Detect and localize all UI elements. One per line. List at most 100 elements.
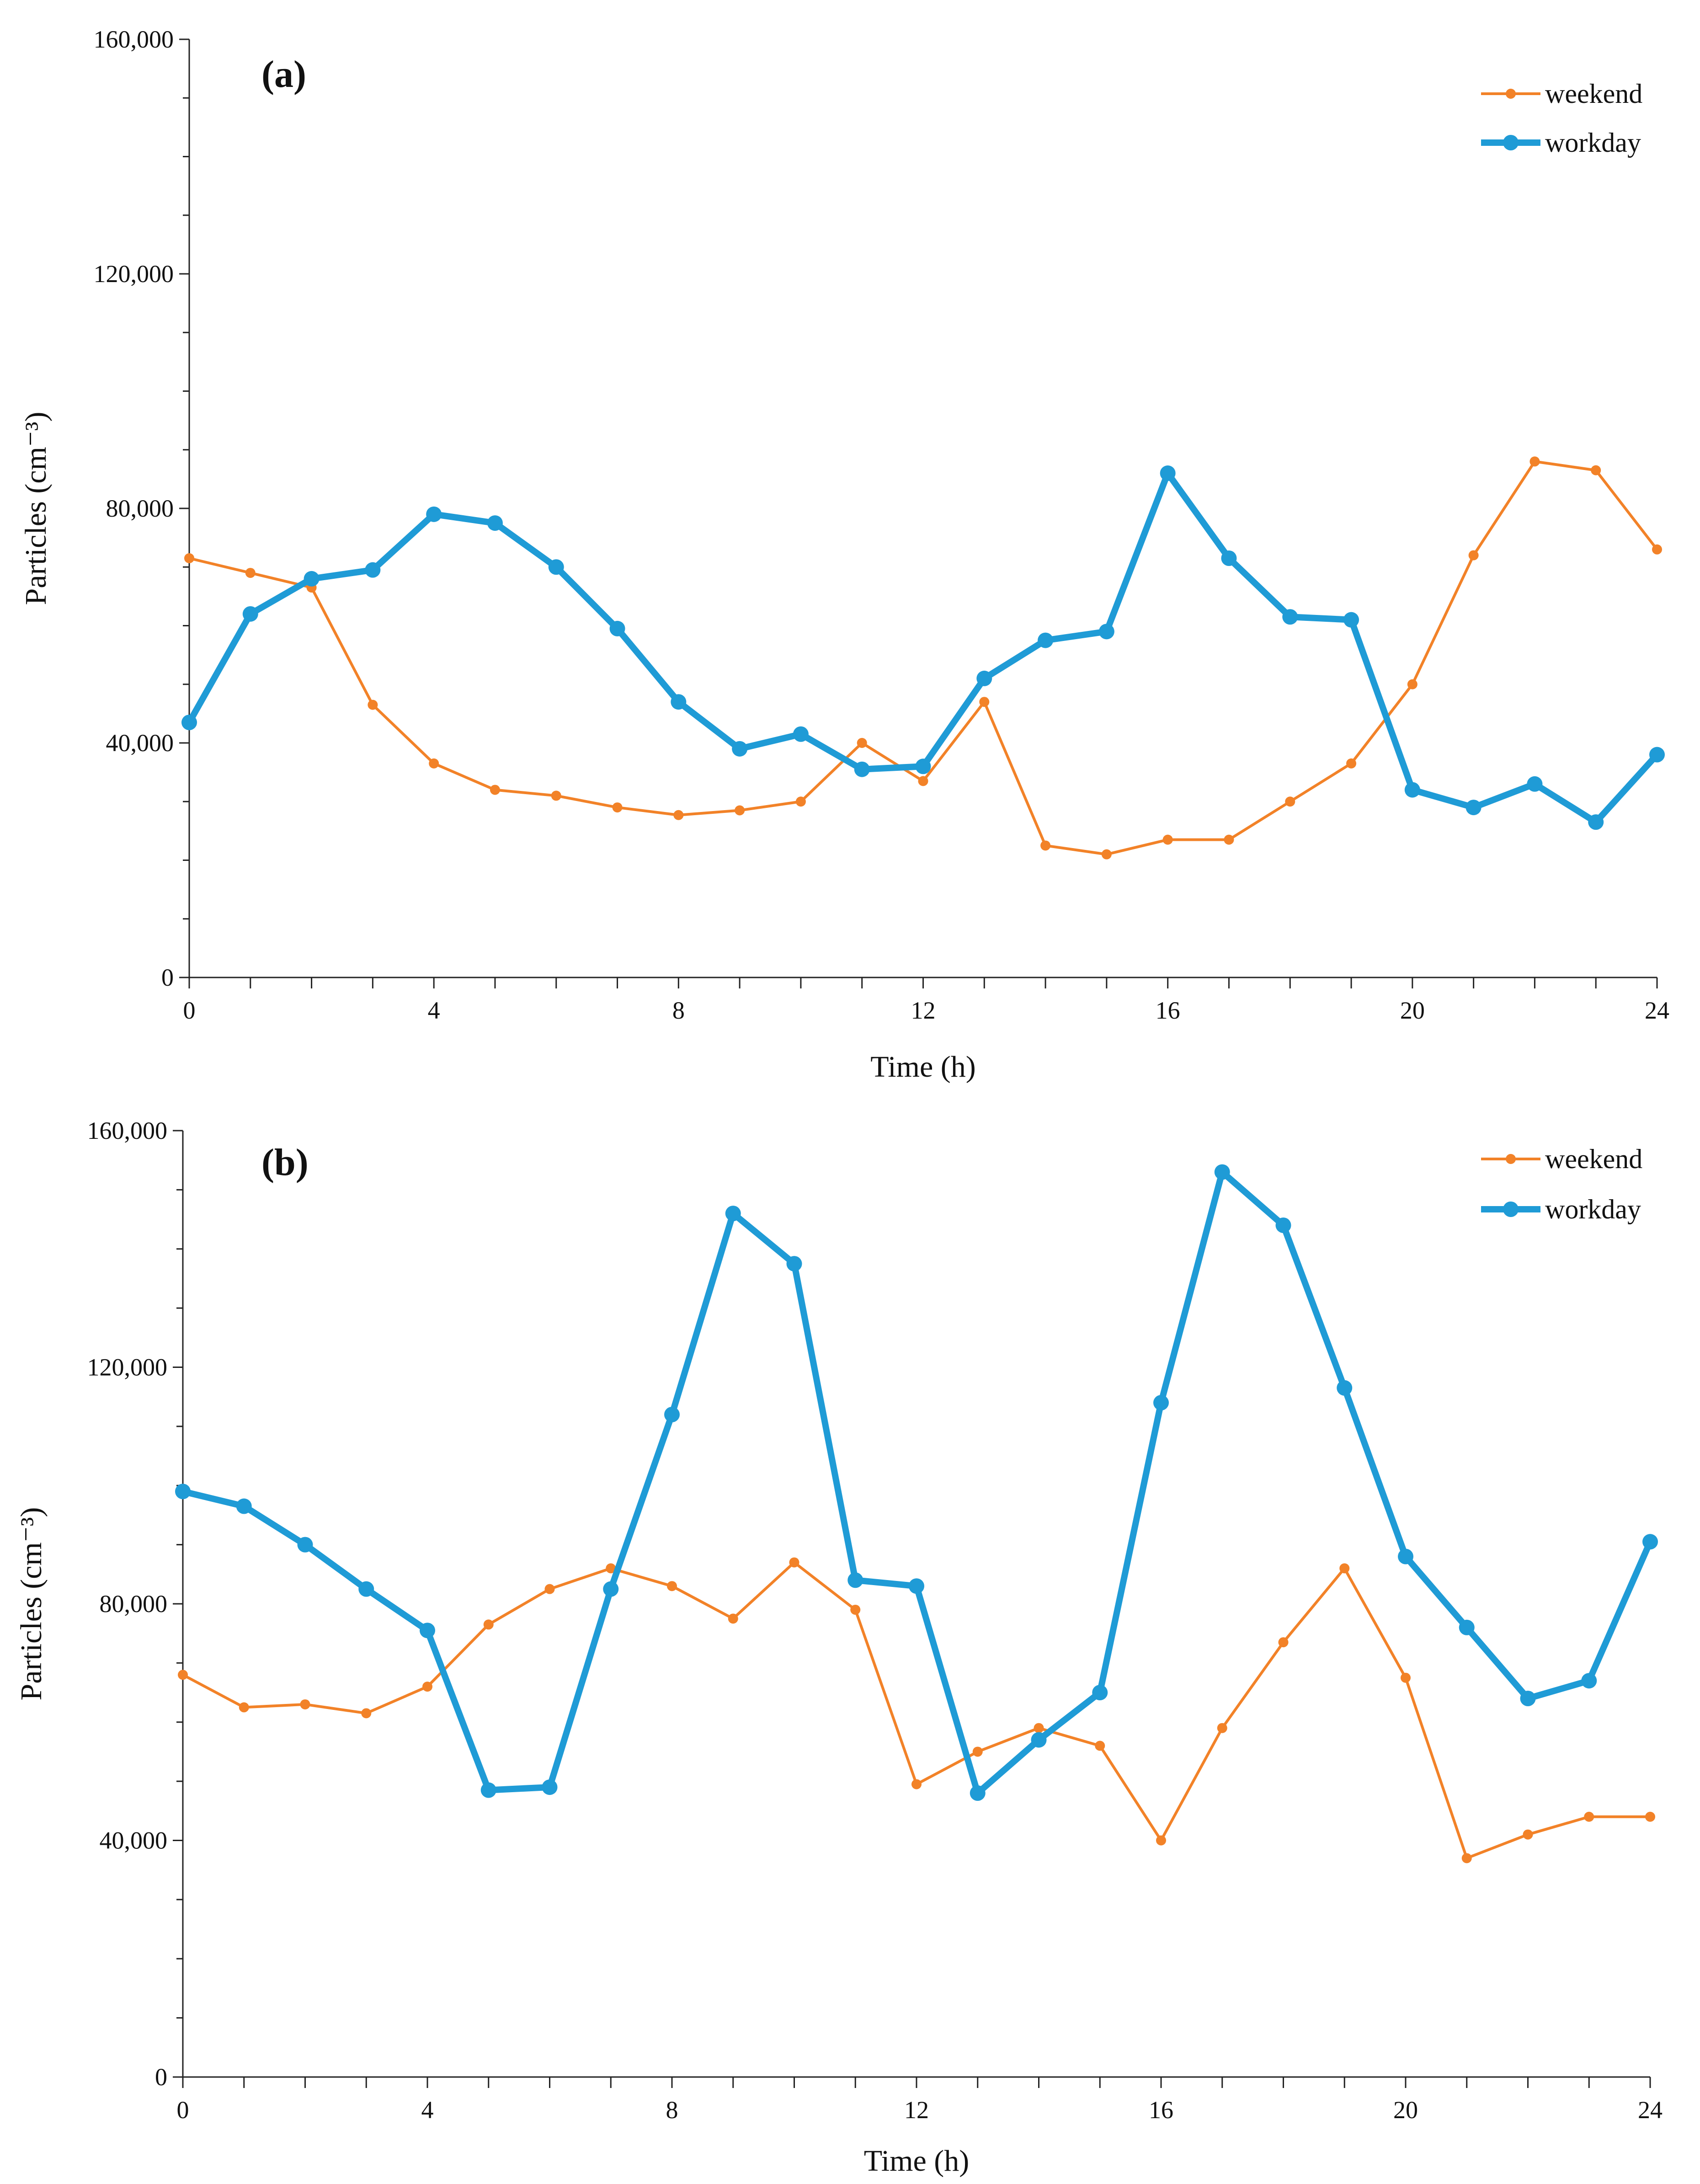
data-point-workday <box>603 1581 619 1597</box>
data-point-workday <box>487 515 503 531</box>
data-point-weekend <box>972 1746 983 1757</box>
data-point-weekend <box>1278 1637 1289 1648</box>
data-point-weekend <box>673 810 684 820</box>
x-tick-label: 20 <box>1400 997 1425 1024</box>
y-tick-label: 80,000 <box>100 1590 168 1618</box>
data-point-workday <box>1527 776 1543 792</box>
data-point-workday <box>175 1484 191 1500</box>
data-point-workday <box>1466 800 1482 816</box>
data-point-weekend <box>490 785 500 795</box>
data-point-weekend <box>1217 1723 1227 1733</box>
y-axis-title: Particles (cm⁻³) <box>15 1507 48 1701</box>
data-point-workday <box>1092 1685 1108 1701</box>
series-workday <box>181 465 1665 830</box>
x-axis-title: Time (h) <box>864 2144 969 2178</box>
data-point-workday <box>854 761 870 777</box>
series-workday <box>175 1164 1658 1801</box>
data-point-weekend <box>551 790 561 801</box>
series-weekend <box>184 456 1662 860</box>
data-point-weekend <box>606 1563 616 1574</box>
data-point-workday <box>1459 1619 1475 1635</box>
legend-marker-weekend <box>1506 89 1516 99</box>
data-point-weekend <box>1346 758 1357 769</box>
x-tick-label: 0 <box>177 2096 189 2124</box>
data-point-workday <box>1031 1732 1047 1748</box>
legend-marker-workday <box>1503 1201 1519 1217</box>
data-point-workday <box>671 694 687 710</box>
data-point-workday <box>1282 609 1298 625</box>
x-tick-label: 4 <box>421 2096 434 2124</box>
data-point-workday <box>1649 747 1665 763</box>
y-tick-label: 40,000 <box>100 1827 168 1854</box>
data-point-workday <box>542 1779 558 1795</box>
data-point-workday <box>976 670 992 686</box>
data-point-weekend <box>361 1708 372 1719</box>
y-axis-title: Particles (cm⁻³) <box>19 412 53 605</box>
data-point-weekend <box>1156 1835 1166 1846</box>
data-point-workday <box>909 1578 924 1594</box>
x-tick-label: 24 <box>1645 997 1669 1024</box>
data-point-weekend <box>735 805 745 816</box>
data-point-workday <box>548 559 564 575</box>
data-point-workday <box>1343 612 1359 628</box>
x-tick-label: 8 <box>672 997 685 1024</box>
x-tick-label: 24 <box>1638 2096 1663 2124</box>
data-point-workday <box>236 1498 252 1514</box>
data-point-workday <box>304 571 320 587</box>
data-point-workday <box>793 726 809 742</box>
y-tick-label: 120,000 <box>87 1354 168 1381</box>
y-tick-label: 40,000 <box>106 729 174 757</box>
data-point-workday <box>1520 1691 1536 1706</box>
series-weekend <box>178 1557 1655 1864</box>
data-point-workday <box>1098 624 1114 640</box>
data-point-weekend <box>178 1670 188 1680</box>
y-tick-label: 0 <box>161 964 174 991</box>
x-tick-label: 12 <box>911 997 936 1024</box>
data-point-weekend <box>483 1619 494 1630</box>
x-tick-label: 16 <box>1156 997 1180 1024</box>
x-tick-label: 4 <box>428 997 440 1024</box>
x-tick-label: 0 <box>183 997 196 1024</box>
data-point-weekend <box>1652 544 1662 555</box>
panel-label: (b) <box>261 1141 309 1184</box>
data-point-weekend <box>1523 1829 1533 1840</box>
data-point-workday <box>420 1623 435 1639</box>
data-point-weekend <box>1285 796 1295 807</box>
data-point-weekend <box>1401 1672 1411 1683</box>
data-point-workday <box>1337 1380 1353 1396</box>
data-point-workday <box>664 1407 680 1422</box>
data-point-weekend <box>1591 465 1601 475</box>
y-tick-label: 80,000 <box>106 495 174 522</box>
data-point-workday <box>609 620 625 636</box>
x-tick-label: 16 <box>1149 2096 1173 2124</box>
data-point-weekend <box>1040 840 1051 851</box>
data-point-workday <box>1588 814 1604 830</box>
data-point-workday <box>970 1785 986 1801</box>
legend-label-weekend: weekend <box>1545 1144 1642 1174</box>
data-point-weekend <box>1101 849 1112 860</box>
data-point-weekend <box>979 697 990 707</box>
data-point-weekend <box>795 796 806 807</box>
data-point-weekend <box>429 758 439 769</box>
x-tick-label: 20 <box>1393 2096 1418 2124</box>
x-axis-title: Time (h) <box>870 1050 975 1084</box>
data-point-workday <box>297 1537 313 1553</box>
legend-label-workday: workday <box>1545 1194 1641 1224</box>
data-point-weekend <box>300 1699 310 1709</box>
data-point-workday <box>1038 632 1054 648</box>
data-point-weekend <box>911 1779 922 1789</box>
data-point-workday <box>1642 1534 1658 1550</box>
data-point-weekend <box>789 1557 799 1568</box>
data-point-workday <box>915 758 931 774</box>
data-point-workday <box>1153 1395 1169 1411</box>
data-point-weekend <box>857 738 867 748</box>
data-point-weekend <box>1529 456 1540 467</box>
data-point-weekend <box>1645 1811 1655 1822</box>
data-point-workday <box>732 741 748 757</box>
series-line-workday <box>182 1169 1653 1796</box>
data-point-weekend <box>850 1604 861 1615</box>
data-point-workday <box>1398 1549 1413 1565</box>
data-point-weekend <box>245 568 256 578</box>
data-point-weekend <box>918 776 928 786</box>
